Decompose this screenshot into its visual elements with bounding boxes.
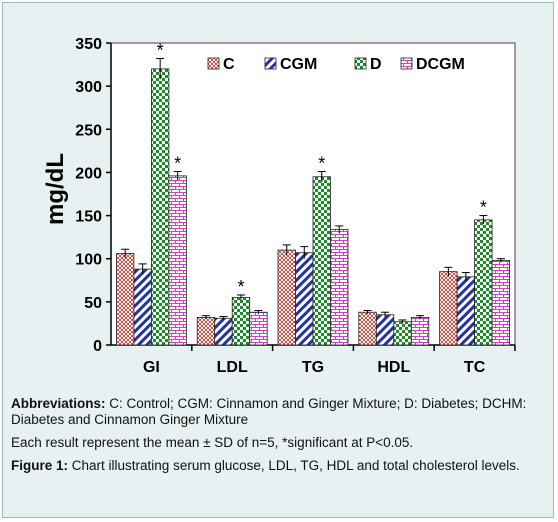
legend-swatch-D: [354, 57, 367, 70]
note-paragraph: Each result represent the mean ± SD of n…: [11, 435, 414, 450]
bar-D-TG: [312, 176, 331, 346]
abbreviations-text: C: Control; CGM: Cinnamon and Ginger Mix…: [11, 396, 527, 427]
legend-label-CGM: CGM: [280, 56, 317, 73]
figure-text: Chart illustrating serum glucose, LDL, T…: [71, 458, 520, 473]
bar-DCGM-TG: [330, 228, 349, 346]
x-tick-label: TG: [302, 359, 324, 376]
legend-swatch-C: [207, 57, 220, 70]
bar-D-LDL: [231, 297, 251, 346]
abbreviations-paragraph: Abbreviations: C: Control; CGM: Cinnamon…: [11, 396, 551, 428]
bar-C-TC: [439, 271, 458, 346]
legend-swatch-DCGM: [400, 57, 413, 70]
figure-label: Figure 1:: [11, 458, 69, 473]
bar-CGM-GI: [133, 268, 152, 346]
bar-C-TG: [277, 249, 296, 346]
bar-C-HDL: [358, 311, 377, 346]
bar-C-LDL: [196, 316, 216, 346]
figure-caption: Abbreviations: C: Control; CGM: Cinnamon…: [11, 396, 551, 481]
y-tick-label: 350: [75, 36, 102, 53]
bar-DCGM-TC: [491, 260, 511, 346]
y-tick-label: 100: [75, 252, 102, 269]
figure-frame: 0 50 100 150 200 250 300 350 mg/dL GI * * LDL * TG * HDL…: [2, 2, 554, 518]
bar-C-GI: [116, 253, 135, 346]
bar-DCGM-HDL: [410, 316, 430, 346]
x-tick-label: TC: [464, 359, 486, 376]
bar-D-TC: [474, 219, 493, 346]
bar-DCGM-LDL: [249, 311, 268, 346]
y-tick-label: 150: [75, 209, 102, 226]
y-axis-title: mg/dL: [42, 153, 69, 225]
y-tick-label: 300: [75, 79, 102, 96]
bar-chart: 0 50 100 150 200 250 300 350 mg/dL GI * * LDL * TG * HDL…: [42, 36, 516, 376]
figure-title-paragraph: Figure 1: Chart illustrating serum gluco…: [11, 458, 551, 474]
legend-label-C: C: [223, 56, 235, 73]
significance-marker: *: [318, 154, 325, 174]
legend-swatch-CGM: [264, 57, 277, 70]
significance-marker: *: [237, 277, 244, 297]
y-tick-label: 0: [93, 338, 102, 355]
x-tick-label: GI: [143, 359, 160, 376]
x-tick-label: LDL: [217, 359, 248, 376]
y-tick-label: 250: [75, 122, 102, 139]
legend-label-DCGM: DCGM: [416, 56, 465, 73]
y-tick-label: 200: [75, 165, 102, 182]
bar-CGM-TC: [456, 276, 476, 346]
bar-CGM-TG: [295, 252, 314, 346]
bar-CGM-HDL: [375, 314, 395, 346]
bar-DCGM-GI: [168, 175, 187, 346]
bar-D-HDL: [393, 321, 412, 346]
bar-D-GI: [150, 68, 170, 346]
significance-marker: *: [480, 198, 487, 218]
abbreviations-label: Abbreviations:: [11, 396, 106, 411]
significance-marker: *: [157, 41, 164, 61]
bar-CGM-LDL: [214, 317, 233, 346]
legend-label-D: D: [370, 56, 382, 73]
y-tick-label: 50: [84, 295, 102, 312]
x-tick-label: HDL: [377, 359, 410, 376]
significance-marker: *: [174, 154, 181, 174]
